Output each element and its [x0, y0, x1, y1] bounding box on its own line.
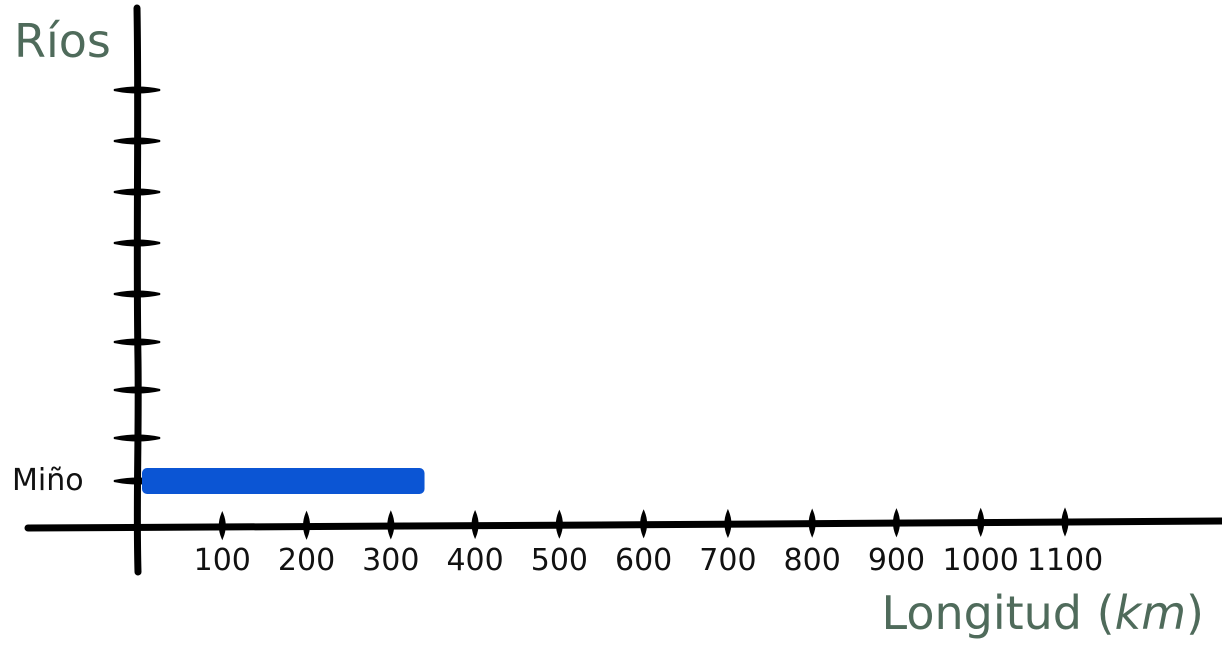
x-tick-mark — [724, 508, 732, 539]
x-tick-mark — [387, 510, 395, 540]
x-tick-label: 200 — [277, 543, 336, 578]
x-axis-label-text: Longitud — [881, 586, 1083, 640]
x-tick-mark — [1061, 507, 1069, 537]
x-tick-mark — [218, 511, 226, 541]
x-tick-label: 500 — [530, 543, 588, 578]
x-tick-label: 800 — [783, 543, 841, 578]
y-tick-mark — [113, 386, 161, 394]
y-tick-mark — [113, 86, 161, 94]
x-axis-label: Longitud (km) — [881, 586, 1204, 640]
y-axis-ticks — [113, 86, 161, 485]
y-tick-mark — [113, 338, 161, 346]
y-tick-mark — [113, 137, 161, 145]
y-tick-label: Miño — [12, 463, 84, 498]
y-tick-mark — [113, 239, 161, 247]
x-tick-label: 600 — [614, 543, 673, 578]
x-tick-label: 300 — [362, 543, 420, 578]
x-tick-label: 100 — [193, 543, 251, 578]
x-tick-mark — [640, 509, 648, 539]
bars — [142, 468, 425, 494]
x-tick-mark — [471, 509, 479, 540]
y-tick-mark — [113, 434, 161, 442]
y-tick-mark — [113, 188, 161, 196]
x-tick-label: 1100 — [1026, 543, 1104, 578]
x-tick-label: 700 — [699, 543, 757, 578]
x-tick-label: 1000 — [942, 543, 1019, 578]
x-axis-ticks — [218, 507, 1069, 541]
y-tick-mark — [113, 290, 161, 298]
x-tick-label: 400 — [446, 543, 504, 578]
x-tick-mark — [303, 510, 311, 540]
x-axis-unit: km — [1114, 586, 1187, 640]
bar — [142, 468, 425, 494]
y-axis-label: Ríos — [14, 14, 111, 68]
x-tick-mark — [555, 509, 563, 539]
x-axis — [24, 517, 1222, 532]
x-tick-mark — [892, 508, 900, 538]
x-tick-label: 900 — [867, 543, 926, 578]
x-tick-mark — [977, 507, 985, 537]
x-tick-mark — [808, 508, 816, 538]
